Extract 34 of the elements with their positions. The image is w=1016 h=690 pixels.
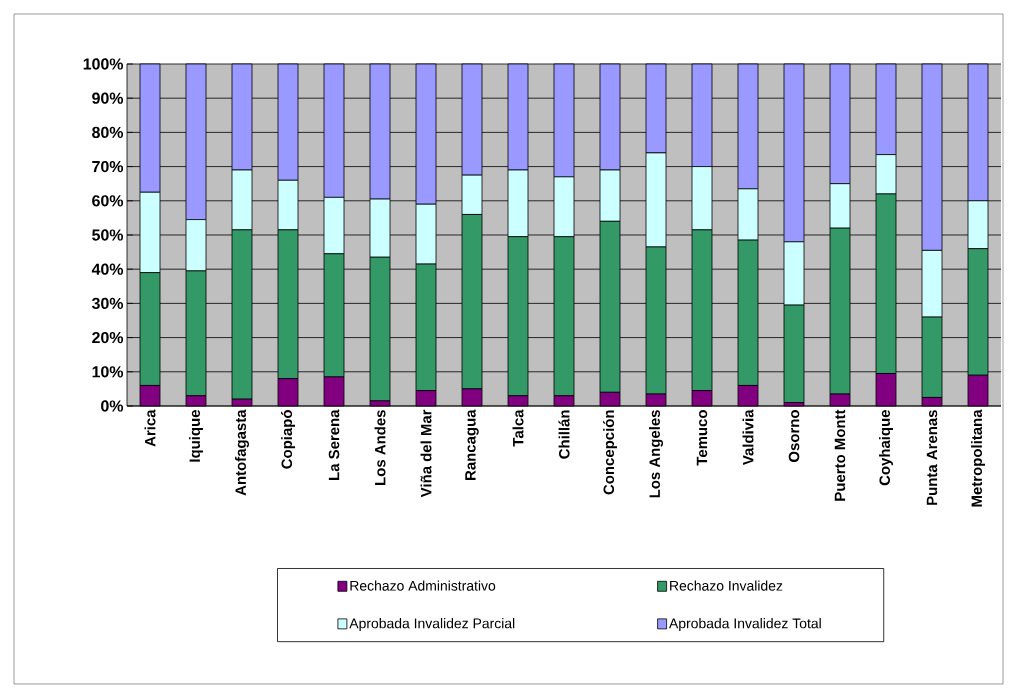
y-tick-label: 60%: [92, 195, 124, 207]
y-tick-label: 30%: [91, 297, 124, 310]
x-tick-label: Los Angeles: [649, 410, 664, 498]
legend-label: Rechazo Administrativo: [350, 580, 496, 591]
y-tick-label: 80%: [92, 126, 124, 139]
y-tick-label: 10%: [92, 366, 124, 378]
x-tick-label: Puerto Montt: [834, 409, 846, 501]
x-tick-label: Concepción: [602, 410, 618, 495]
x-tick-label: Copiapó: [280, 410, 296, 469]
x-tick-label: Antofagasta: [235, 409, 250, 496]
x-tick-label: Chillán: [558, 410, 570, 459]
legend-label: Rechazo Invalidez: [670, 580, 783, 591]
x-tick-label: Temuco: [696, 410, 708, 466]
x-tick-label: Osorno: [788, 410, 800, 463]
x-tick-label: Arica: [144, 409, 156, 447]
x-tick-label: La Serena: [328, 409, 340, 480]
y-tick-label: 0%: [101, 400, 124, 412]
y-tick-label: 70%: [92, 160, 124, 173]
y-tick-label: 90%: [92, 92, 124, 104]
x-tick-label: Los Andes: [374, 410, 386, 485]
x-tick-label: Punta Arenas: [926, 410, 938, 505]
legend-label: Aprobada Invalidez Parcial: [349, 618, 515, 632]
x-tick-label: Valdivia: [742, 409, 754, 466]
y-tick-label: 20%: [92, 331, 124, 344]
x-tick-label: Iquique: [189, 410, 203, 462]
x-tick-label: Metropolitana: [971, 409, 985, 507]
y-tick-label: 40%: [91, 263, 124, 275]
x-tick-label: Talca: [512, 409, 524, 447]
y-tick-label: 100%: [83, 58, 124, 70]
y-tick-label: 50%: [92, 229, 124, 241]
x-tick-label: Viña del Mar: [420, 409, 432, 498]
legend-label: Aprobada Invalidez Total: [669, 618, 821, 632]
x-tick-label: Rancagua: [465, 409, 479, 480]
x-tick-label: Coyhaique: [879, 410, 893, 486]
